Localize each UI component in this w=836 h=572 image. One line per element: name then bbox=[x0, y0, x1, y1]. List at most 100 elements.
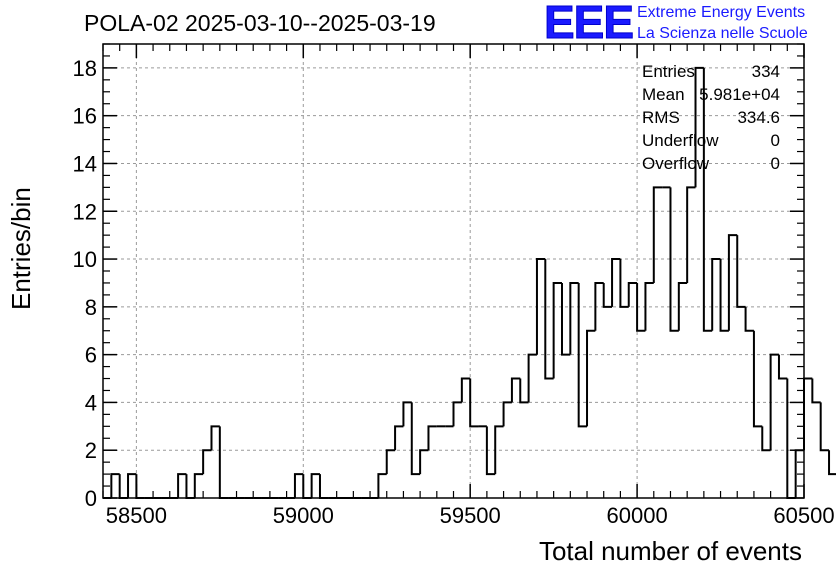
stats-value: 5.981e+04 bbox=[699, 85, 780, 104]
y-tick-label: 4 bbox=[85, 390, 97, 415]
stats-row-underflow: Underflow 0 bbox=[642, 129, 780, 152]
histogram-bin bbox=[552, 281, 562, 379]
y-tick-label: 0 bbox=[85, 486, 97, 511]
logo-line-2: La Scienza nelle Scuole bbox=[637, 25, 808, 42]
histogram-bin bbox=[202, 449, 212, 475]
histogram-bin bbox=[535, 258, 546, 355]
histogram-bin bbox=[177, 473, 187, 498]
histogram-bin bbox=[711, 258, 721, 331]
x-axis-label: Total number of events bbox=[538, 536, 802, 566]
histogram-bin bbox=[185, 474, 195, 499]
histogram-bin bbox=[410, 402, 421, 476]
x-tick-label: 60500 bbox=[773, 503, 834, 528]
histogram-bin bbox=[636, 282, 646, 332]
histogram-bin bbox=[652, 186, 663, 283]
histogram-bin bbox=[519, 378, 529, 404]
histogram-bin bbox=[727, 234, 738, 331]
stats-box: Entries 334 Mean 5.981e+04 RMS 334.6 Und… bbox=[642, 60, 780, 175]
histogram-bin bbox=[602, 282, 613, 308]
histogram-bin bbox=[677, 281, 688, 331]
axis-ticks: 58500 59000 59500 60000 60500 0 2 4 6 8 10 12 14 16 18 bbox=[73, 43, 835, 528]
stats-label: Mean bbox=[642, 85, 685, 104]
histogram-bin bbox=[803, 377, 813, 451]
histogram-bin bbox=[777, 354, 788, 380]
histogram-bin bbox=[310, 473, 320, 498]
histogram-bin bbox=[619, 259, 629, 308]
eee-logo-mark: EEE bbox=[543, 0, 634, 49]
stats-row-mean: Mean 5.981e+04 bbox=[642, 83, 780, 106]
x-tick-label: 59000 bbox=[273, 503, 334, 528]
histogram-bin bbox=[394, 425, 404, 451]
stats-label: Entries bbox=[642, 62, 695, 81]
histogram-bin bbox=[769, 353, 779, 451]
x-tick-label: 58500 bbox=[106, 503, 167, 528]
histogram-bin bbox=[702, 67, 713, 332]
histogram-bin bbox=[736, 235, 746, 308]
stats-row-overflow: Overflow 0 bbox=[642, 152, 780, 175]
logo-line-1: Extreme Energy Events bbox=[637, 4, 806, 21]
histogram-bin bbox=[744, 306, 754, 332]
y-tick-label: 14 bbox=[73, 151, 97, 176]
histogram-bin bbox=[502, 401, 512, 427]
histogram-bin bbox=[218, 426, 229, 499]
histogram-bin bbox=[611, 258, 621, 307]
histogram-bin bbox=[669, 187, 679, 332]
histogram-bin bbox=[385, 449, 396, 475]
eee-logo-text: Extreme Energy Events La Scienza nelle S… bbox=[637, 2, 808, 44]
histogram-bin bbox=[402, 401, 412, 427]
chart-title: POLA-02 2025-03-10--2025-03-19 bbox=[84, 10, 436, 36]
y-tick-label: 18 bbox=[73, 56, 97, 81]
y-tick-label: 16 bbox=[73, 104, 97, 129]
histogram-bin bbox=[427, 425, 437, 451]
stats-value: 0 bbox=[770, 131, 780, 150]
histogram-bin bbox=[694, 66, 704, 188]
y-tick-label: 6 bbox=[85, 343, 97, 368]
histogram-bin bbox=[302, 474, 312, 499]
histogram-bin bbox=[377, 473, 387, 498]
stats-label: RMS bbox=[642, 108, 680, 127]
histogram-bin bbox=[210, 425, 220, 451]
histogram-bin bbox=[752, 330, 763, 428]
histogram-bin bbox=[577, 282, 588, 428]
histogram-bin bbox=[686, 186, 696, 283]
histogram-bin bbox=[452, 401, 462, 427]
y-tick-label: 12 bbox=[73, 199, 97, 224]
histogram-bin bbox=[118, 474, 129, 499]
histogram-bin bbox=[460, 377, 471, 403]
x-tick-label: 60000 bbox=[607, 503, 668, 528]
histogram-bin bbox=[719, 259, 729, 332]
histogram-bin bbox=[811, 378, 821, 404]
histogram-bin bbox=[485, 426, 496, 476]
stats-value: 334 bbox=[751, 62, 780, 81]
histogram-bin bbox=[828, 450, 836, 476]
stats-label: Overflow bbox=[642, 154, 710, 173]
histogram-bin bbox=[569, 281, 579, 355]
stats-value: 334.6 bbox=[737, 108, 780, 127]
histogram-bin bbox=[544, 259, 554, 380]
x-tick-label: 59500 bbox=[440, 503, 501, 528]
histogram-bin bbox=[644, 281, 654, 331]
histogram-bin bbox=[527, 353, 537, 403]
stats-value: 0 bbox=[770, 154, 780, 173]
histogram-bin bbox=[786, 378, 796, 499]
histogram-bin bbox=[586, 329, 596, 427]
histogram-bin bbox=[510, 377, 521, 403]
histogram-bin bbox=[135, 474, 145, 499]
histogram-bin bbox=[594, 281, 604, 331]
histogram-bin bbox=[127, 473, 137, 498]
histogram-bin bbox=[761, 426, 771, 452]
y-tick-label: 2 bbox=[85, 438, 97, 463]
histogram-bin bbox=[110, 473, 120, 498]
histogram-bin bbox=[318, 474, 329, 499]
histogram-bin bbox=[819, 402, 830, 452]
y-axis-label: Entries/bin bbox=[6, 187, 36, 310]
histogram-bin bbox=[469, 378, 479, 428]
histogram-bin bbox=[494, 425, 504, 475]
stats-row-rms: RMS 334.6 bbox=[642, 106, 780, 129]
histogram-bin bbox=[627, 281, 638, 307]
y-tick-label: 8 bbox=[85, 295, 97, 320]
histogram-bin bbox=[419, 449, 429, 475]
stats-row-entries: Entries 334 bbox=[642, 60, 780, 83]
y-tick-label: 10 bbox=[73, 247, 97, 272]
